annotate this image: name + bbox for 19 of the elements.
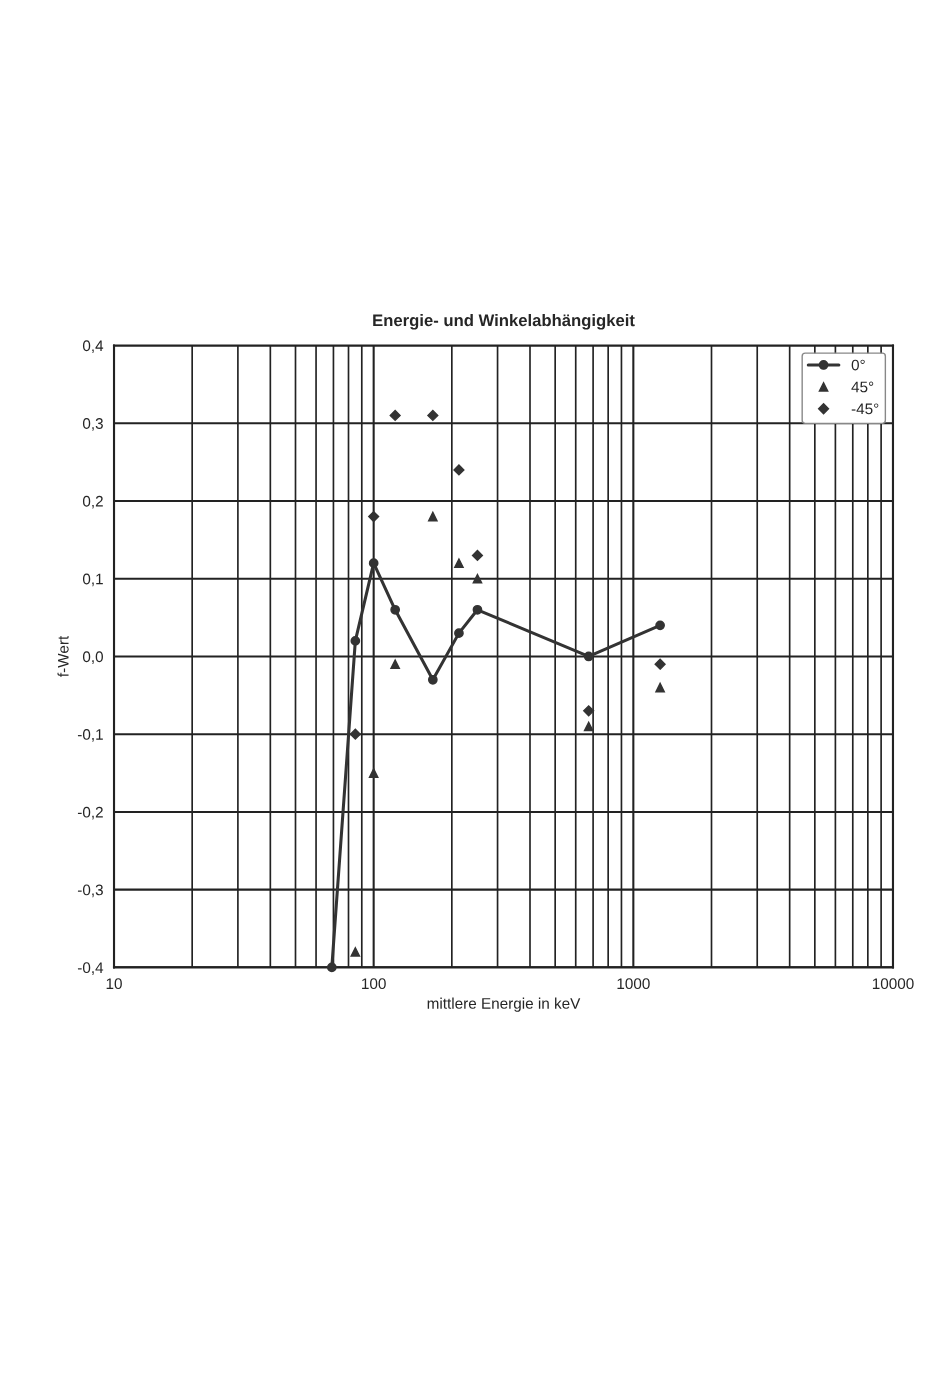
x-tick-label: 10000 [872,978,914,990]
x-tick-label: 1000 [617,978,650,990]
x-tick-label: 10 [106,978,122,990]
y-tick-label: 0,3 [82,418,103,431]
y-tick-label: -0,3 [77,884,103,898]
y-tick-label: -0,4 [77,962,104,975]
y-tick-label: 0,1 [82,573,103,587]
chart-title: Energie- und Winkelabhängigkeit [373,313,635,330]
y-tick-label: -0,1 [77,729,103,742]
x-tick-label: 100 [362,978,386,990]
y-tick-label: -0,2 [77,806,103,820]
y-tick-label: 0,4 [82,340,104,353]
y-tick-label: 0,2 [82,495,103,509]
legend-label: -45° [851,403,879,415]
x-axis-title: mittlere Energie in keV [427,997,581,1012]
legend-label: 0° [851,359,865,371]
y-tick-label: 0,0 [82,651,103,664]
legend-label: 45° [851,381,874,393]
y-axis-title: f-Wert [57,635,69,677]
